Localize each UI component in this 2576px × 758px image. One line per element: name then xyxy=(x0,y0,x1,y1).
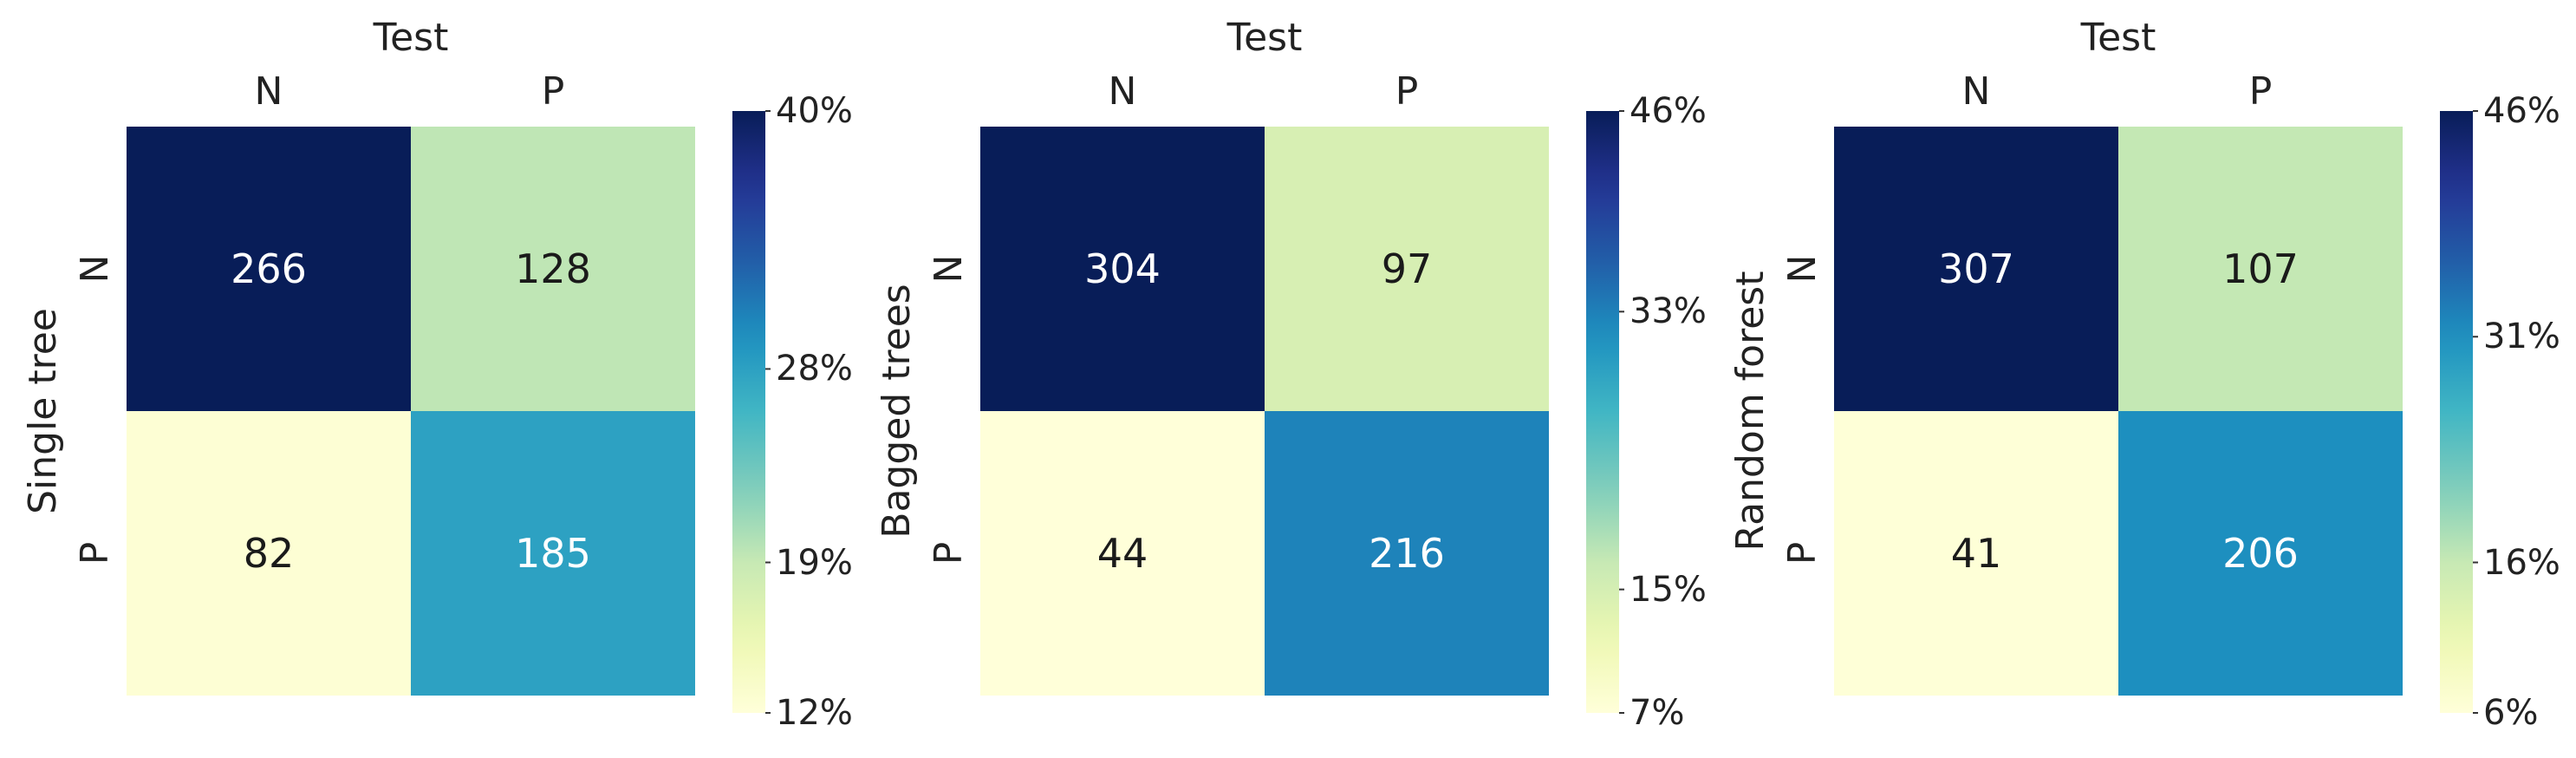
heatmap-cell xyxy=(2118,127,2403,411)
colorbar-tick-label: 46% xyxy=(1630,91,1707,131)
heatmap-cell xyxy=(980,127,1265,411)
colorbar-tick-label: 7% xyxy=(1630,693,1685,733)
x-axis-title: Test xyxy=(2080,16,2156,60)
colorbar xyxy=(1586,111,1619,713)
y-axis-title: Bagged trees xyxy=(875,284,919,539)
heatmap-cell-value: 82 xyxy=(244,530,295,577)
colorbar-tick-label: 6% xyxy=(2483,693,2539,733)
heatmap-cell-value: 128 xyxy=(515,245,591,292)
colorbar-tick-label: 46% xyxy=(2483,91,2560,131)
heatmap-cell xyxy=(980,411,1265,696)
colorbar-tick-label: 40% xyxy=(776,91,853,131)
heatmap-cell xyxy=(1834,127,2118,411)
y-tick-label-p: P xyxy=(73,541,117,565)
heatmap-cell-value: 216 xyxy=(1369,530,1445,577)
colorbar-tick-label: 15% xyxy=(1630,569,1707,610)
colorbar-tick-label: 31% xyxy=(2483,317,2560,357)
y-axis-title: Single tree xyxy=(21,308,65,514)
heatmap-cell-value: 97 xyxy=(1382,245,1433,292)
y-axis-title: Random forest xyxy=(1728,271,1773,552)
confusion-matrix-panel-random-forest: 307 107 41 206 Test N P Random forest N P 4… xyxy=(1708,0,2566,758)
colorbar-tick-label: 19% xyxy=(776,542,853,583)
x-tick-label-p: P xyxy=(2248,69,2273,114)
heatmap-svg: 304 97 44 216 xyxy=(980,110,1624,714)
heatmap-cell-value: 41 xyxy=(1951,530,2002,577)
x-tick-label-p: P xyxy=(541,69,565,114)
heatmap-cell xyxy=(127,127,411,411)
x-tick-label-n: N xyxy=(254,69,283,114)
colorbar-tick-label: 16% xyxy=(2483,542,2560,583)
y-tick-label-p: P xyxy=(1780,541,1825,565)
heatmap-cell xyxy=(1834,411,2118,696)
heatmap-cell-value: 206 xyxy=(2222,530,2299,577)
colorbar-tick-label: 12% xyxy=(776,693,853,733)
heatmap-svg: 307 107 41 206 xyxy=(1834,110,2478,714)
colorbar xyxy=(732,111,765,713)
colorbar-tick-label: 33% xyxy=(1630,291,1707,332)
heatmap-cell-value: 304 xyxy=(1084,245,1161,292)
heatmap-cell xyxy=(1265,411,1549,696)
heatmap-svg: 266 128 82 185 xyxy=(127,110,771,714)
x-axis-title: Test xyxy=(1226,16,1303,60)
heatmap-cell xyxy=(411,411,695,696)
heatmap-cell xyxy=(1265,127,1549,411)
x-tick-label-n: N xyxy=(1108,69,1137,114)
heatmap-cell-value: 44 xyxy=(1097,530,1148,577)
heatmap-cell xyxy=(411,127,695,411)
heatmap-cell-value: 107 xyxy=(2222,245,2299,292)
y-tick-label-n: N xyxy=(927,254,971,284)
confusion-matrix-panel-bagged-trees: 304 97 44 216 Test N P Bagged trees N P 46%… xyxy=(854,0,1712,758)
y-tick-label-n: N xyxy=(73,254,117,284)
heatmap-cell-value: 307 xyxy=(1938,245,2014,292)
confusion-matrix-panel-single-tree: 266 128 82 185 Test N P Single tree N P 40%… xyxy=(0,0,858,758)
heatmap-cell xyxy=(2118,411,2403,696)
heatmap-cell xyxy=(127,411,411,696)
heatmap-cell-value: 266 xyxy=(231,245,307,292)
y-tick-label-n: N xyxy=(1780,254,1825,284)
x-tick-label-p: P xyxy=(1395,69,1419,114)
colorbar-tick-label: 28% xyxy=(776,349,853,389)
colorbar xyxy=(2440,111,2473,713)
x-axis-title: Test xyxy=(373,16,449,60)
x-tick-label-n: N xyxy=(1961,69,1991,114)
y-tick-label-p: P xyxy=(927,541,971,565)
heatmap-cell-value: 185 xyxy=(515,530,591,577)
